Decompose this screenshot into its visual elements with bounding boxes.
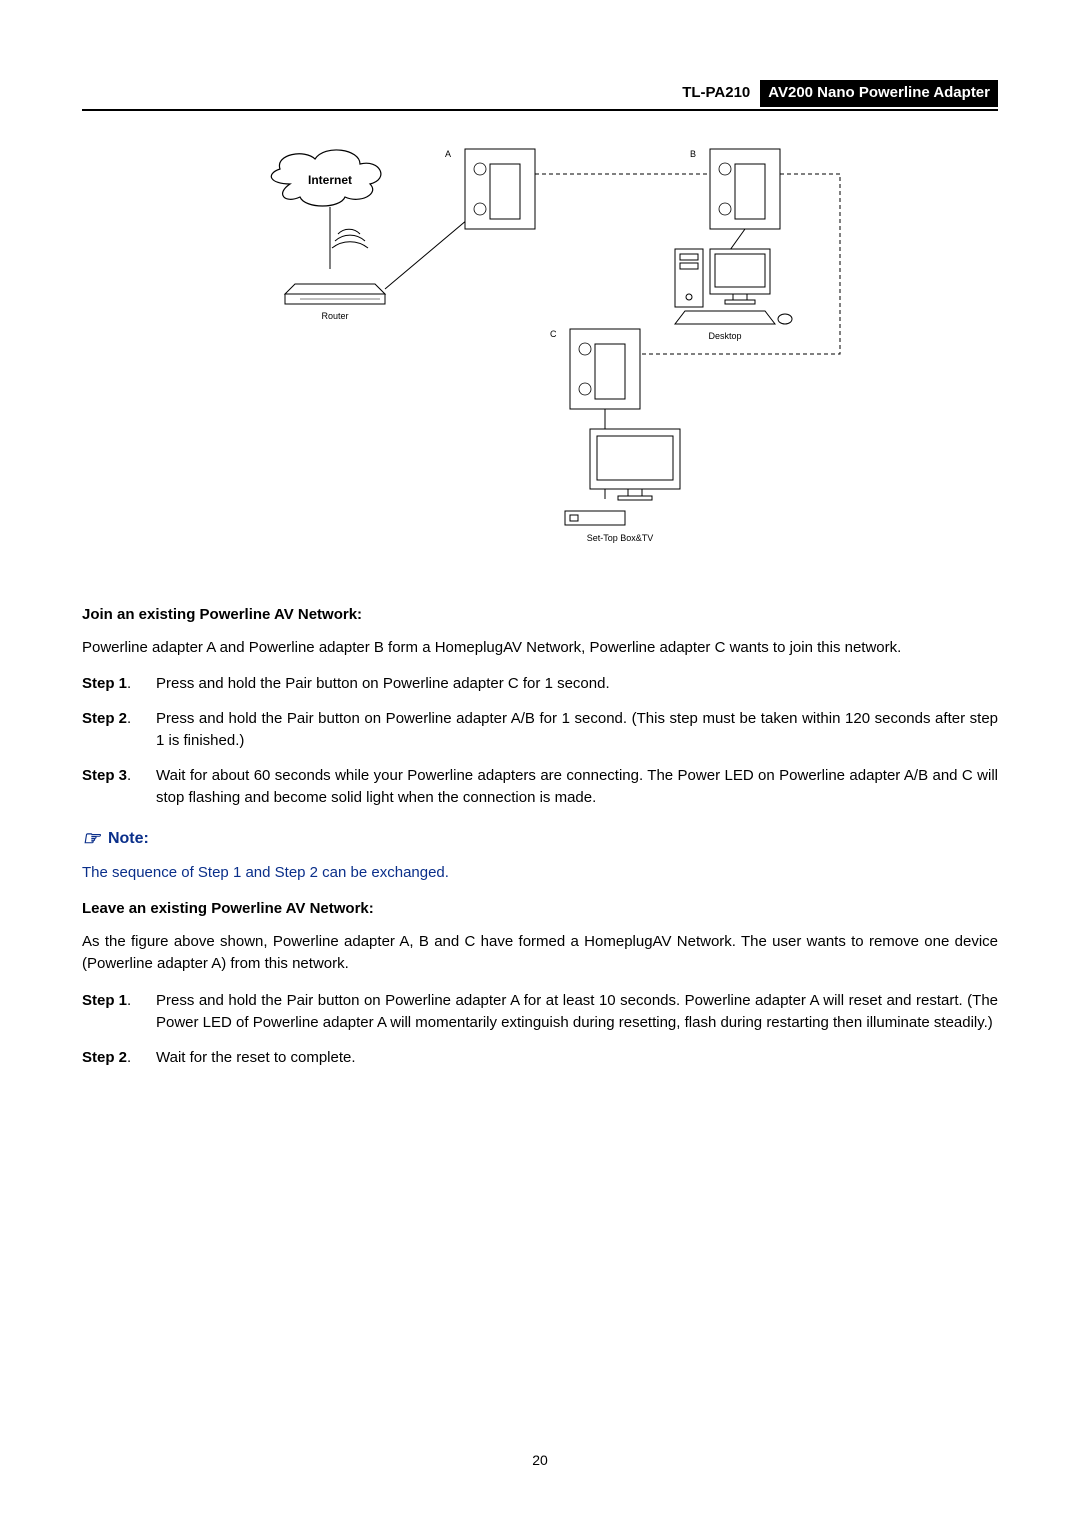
svg-text:Internet: Internet [308,173,352,187]
svg-text:A: A [445,149,451,159]
svg-text:C: C [550,329,557,339]
step-text: Press and hold the Pair button on Powerl… [156,673,998,696]
note-text: The sequence of Step 1 and Step 2 can be… [82,862,998,885]
svg-text:Desktop: Desktop [708,331,741,341]
join-intro: Powerline adapter A and Powerline adapte… [82,637,998,660]
note-label: Note: [108,827,149,851]
hand-point-icon: ☞ [82,824,100,854]
join-steps: Step 1. Press and hold the Pair button o… [82,673,998,810]
step-label: Step 2 [82,1049,127,1066]
internet-cloud: Internet [271,149,381,205]
leave-step-2: Step 2. Wait for the reset to complete. [82,1047,998,1070]
step-label: Step 1 [82,675,127,692]
network-diagram: Internet Router [82,129,998,587]
header-model: TL-PA210 [676,80,756,107]
svg-text:Set-Top Box&TV: Set-Top Box&TV [587,533,654,543]
step-text: Press and hold the Pair button on Powerl… [156,708,998,753]
step-label: Step 2 [82,710,127,727]
page-number: 20 [0,1450,1080,1471]
settop-tv-icon: Set-Top Box&TV [565,429,680,543]
step-text: Wait for about 60 seconds while your Pow… [156,765,998,810]
adapter-b-icon: B [690,149,780,229]
step-label: Step 3 [82,767,127,784]
adapter-c-icon: C [550,329,640,409]
leave-intro: As the figure above shown, Powerline ada… [82,931,998,976]
join-step-2: Step 2. Press and hold the Pair button o… [82,708,998,753]
router-icon: Router [285,244,385,321]
svg-text:Router: Router [321,311,348,321]
step-label: Step 1 [82,992,127,1009]
join-step-3: Step 3. Wait for about 60 seconds while … [82,765,998,810]
page-header: TL-PA210 AV200 Nano Powerline Adapter [82,80,998,111]
svg-text:B: B [690,149,696,159]
desktop-icon: Desktop [675,249,792,341]
leave-steps: Step 1. Press and hold the Pair button o… [82,990,998,1070]
note-heading: ☞ Note: [82,824,998,854]
leave-step-1: Step 1. Press and hold the Pair button o… [82,990,998,1035]
join-step-1: Step 1. Press and hold the Pair button o… [82,673,998,696]
join-heading: Join an existing Powerline AV Network: [82,604,998,627]
leave-heading: Leave an existing Powerline AV Network: [82,898,998,921]
step-text: Press and hold the Pair button on Powerl… [156,990,998,1035]
adapter-a-icon: A [445,149,535,229]
header-title: AV200 Nano Powerline Adapter [760,80,998,107]
step-text: Wait for the reset to complete. [156,1047,998,1070]
